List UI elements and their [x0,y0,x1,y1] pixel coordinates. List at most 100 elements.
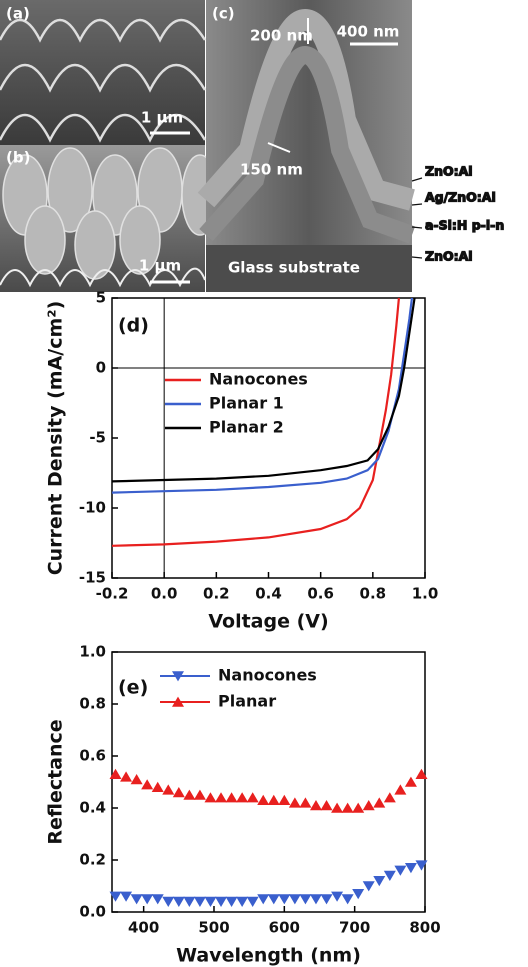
marker [320,800,333,811]
marker [246,896,259,907]
series-line [111,297,416,483]
marker [415,860,428,871]
marker [162,784,175,795]
layer-label: Ag/ZnO:Al [425,190,496,205]
x-tick-label: 400 [128,919,159,937]
legend-marker [172,696,184,707]
marker [404,776,417,787]
legend-label: Nanocones [209,370,308,389]
marker [331,891,344,902]
marker [215,792,228,803]
marker [341,802,354,813]
marker [288,894,301,905]
layer-label: ZnO:Al [425,249,473,264]
series-line [111,297,401,547]
marker [299,894,312,905]
x-tick-label: 800 [409,919,440,937]
plot-frame [111,297,426,579]
x-axis-title: Voltage (V) [208,611,328,633]
marker [215,896,228,907]
marker [267,794,280,805]
marker [320,894,333,905]
marker [151,894,164,905]
sem-panel-b: (b) 1 μm [0,145,219,292]
scale-bar-label: 400 nm [337,23,400,41]
y-tick-label: 0.6 [79,747,106,765]
marker [299,797,312,808]
marker [362,800,375,811]
marker [172,787,185,798]
panel-label: (d) [118,315,149,337]
legend-label: Planar 2 [209,418,284,437]
marker [162,896,175,907]
x-tick-label: 0.0 [151,585,178,603]
y-tick-label: -10 [79,499,106,517]
x-tick-label: 500 [198,919,229,937]
marker [204,896,217,907]
marker [236,896,249,907]
panel-label: (c) [212,5,235,23]
x-tick-label: 700 [339,919,370,937]
marker [130,894,143,905]
marker [246,792,259,803]
y-tick-label: 0.2 [79,851,106,869]
marker [415,768,428,779]
annotation: 150 nm [240,161,303,179]
marker [352,889,365,900]
x-tick-label: 1.0 [412,585,439,603]
marker [278,794,291,805]
legend-label: Planar [218,692,276,711]
marker [225,896,238,907]
layer-label: ZnO:Al [425,164,473,179]
marker [352,802,365,813]
marker [120,891,133,902]
marker [383,792,396,803]
marker [151,781,164,792]
x-tick-label: 600 [269,919,300,937]
marker [109,768,122,779]
sem-panel-a: (a) 1 μm [0,0,207,145]
y-tick-label: 0.4 [79,799,106,817]
y-tick-label: 0.8 [79,695,106,713]
legend-label: Nanocones [218,666,317,685]
marker [362,881,375,892]
marker [331,802,344,813]
marker [309,894,322,905]
marker [257,794,270,805]
panel-label: (a) [6,5,30,23]
marker [309,800,322,811]
layer-label: a-Si:H p-i-n [425,218,504,233]
y-axis-title: Current Density (mA/cm²) [45,301,67,576]
series-line [111,297,414,494]
marker [141,779,154,790]
marker [394,865,407,876]
panel-label: (e) [118,677,148,699]
panel-label: (b) [6,149,30,167]
legend-label: Planar 1 [209,394,284,413]
marker [267,894,280,905]
plot-frame [111,651,426,913]
marker [404,863,417,874]
marker [373,876,386,887]
x-tick-label: -0.2 [96,585,129,603]
y-tick-label: -15 [79,569,106,587]
marker [130,774,143,785]
marker [236,792,249,803]
scale-bar-label: 1 μm [139,257,181,275]
layer-labels: ZnO:Al Ag/ZnO:Al a-Si:H p-i-n ZnO:Al [411,163,505,264]
x-tick-label: 0.4 [255,585,282,603]
marker [225,792,238,803]
x-tick-label: 0.8 [360,585,387,603]
marker [373,797,386,808]
sem-panel-c: (c) 400 nm 200 nm 150 nm Glass substrate [197,0,416,292]
marker [172,896,185,907]
marker [341,894,354,905]
y-tick-label: -5 [89,429,106,447]
marker [288,797,301,808]
y-tick-label: 5 [96,289,106,307]
annotation: Glass substrate [228,259,360,277]
marker [193,789,206,800]
y-tick-label: 0 [96,359,106,377]
marker [383,870,396,881]
